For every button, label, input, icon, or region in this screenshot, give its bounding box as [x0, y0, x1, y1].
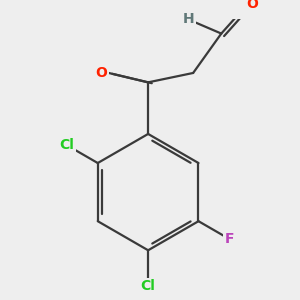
- Text: F: F: [225, 232, 234, 246]
- Text: H: H: [183, 13, 194, 26]
- Text: O: O: [95, 66, 107, 80]
- Text: O: O: [246, 0, 258, 11]
- Text: Cl: Cl: [59, 138, 74, 152]
- Text: Cl: Cl: [141, 279, 156, 293]
